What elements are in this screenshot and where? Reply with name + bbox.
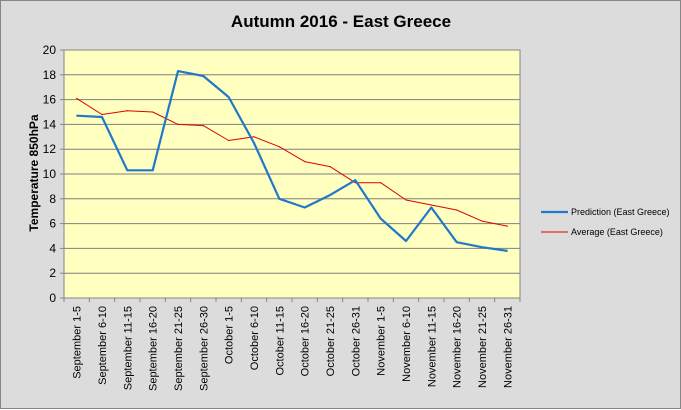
average-point [430, 204, 432, 206]
prediction-point [481, 246, 483, 248]
x-tick-label: October 1-5 [224, 306, 236, 364]
average-point [76, 97, 78, 99]
average-point [506, 225, 508, 227]
average-point [126, 110, 128, 112]
chart-title: Autumn 2016 - East Greece [231, 12, 451, 31]
x-tick-label: September 21-25 [173, 306, 185, 391]
average-point [304, 161, 306, 163]
average-point [177, 123, 179, 125]
average-series-line [76, 97, 508, 227]
grid-lines [64, 74, 520, 274]
legend: Prediction (East Greece) Average (East Gr… [541, 207, 670, 237]
series-lines [76, 69, 508, 252]
average-point [380, 182, 382, 184]
x-tick-label: November 6-10 [401, 306, 413, 382]
x-tick-label: September 11-15 [122, 306, 134, 390]
x-tick-label: November 21-25 [477, 306, 489, 388]
y-tick-label: 20 [43, 43, 57, 57]
y-tick-label: 14 [43, 117, 57, 131]
average-point [253, 136, 255, 138]
x-axis-ticks: September 1-5 September 6-10 September 11-… [63, 298, 521, 391]
x-tick-label: October 26-31 [350, 306, 362, 376]
x-tick-label: November 16-20 [452, 306, 464, 388]
x-tick-label: October 16-20 [300, 306, 312, 376]
average-point [481, 220, 483, 222]
average-point [202, 125, 204, 127]
prediction-point [304, 206, 306, 209]
legend-label: Average (East Greece) [571, 227, 663, 237]
x-tick-label: September 6-10 [97, 306, 109, 385]
average-point [329, 165, 331, 168]
prediction-point [228, 96, 230, 98]
y-tick-label: 8 [49, 192, 56, 206]
prediction-point [278, 198, 280, 200]
y-tick-label: 12 [43, 142, 57, 156]
prediction-point [152, 169, 154, 171]
prediction-point [76, 115, 78, 117]
prediction-point [101, 116, 103, 118]
y-tick-label: 0 [49, 291, 56, 305]
x-tick-label: September 16-20 [148, 306, 160, 391]
y-tick-label: 18 [43, 68, 57, 82]
prediction-point [202, 75, 204, 77]
x-tick-label: October 11-15 [274, 306, 286, 376]
x-tick-label: November 1-5 [376, 306, 388, 376]
prediction-point [380, 218, 382, 220]
prediction-point [430, 206, 432, 209]
x-tick-label: November 26-31 [502, 306, 514, 388]
y-tick-label: 6 [49, 217, 56, 231]
prediction-point [253, 142, 255, 144]
prediction-point [329, 194, 331, 196]
prediction-point [126, 169, 128, 171]
y-tick-label: 16 [43, 93, 57, 107]
y-tick-label: 2 [49, 266, 56, 280]
prediction-point [177, 70, 179, 72]
y-tick-label: 4 [49, 241, 56, 255]
y-axis-title: Temperature 850hPa [27, 114, 41, 231]
y-tick-label: 10 [43, 167, 57, 181]
average-point [228, 139, 230, 142]
average-point [405, 199, 407, 201]
x-tick-label: October 21-25 [325, 306, 337, 376]
average-point [456, 209, 458, 211]
y-axis-ticks: 0 2 4 6 8 10 12 14 16 18 20 [43, 43, 64, 305]
prediction-point [456, 241, 458, 243]
prediction-series-line [76, 69, 508, 252]
average-point [152, 111, 154, 113]
legend-label: Prediction (East Greece) [571, 207, 670, 217]
prediction-point [506, 250, 508, 252]
x-tick-label: October 6-10 [249, 306, 261, 370]
x-tick-label: November 11-15 [426, 306, 438, 387]
prediction-point [354, 179, 356, 181]
prediction-point [405, 240, 407, 242]
x-tick-label: September 26-30 [198, 306, 210, 391]
average-point [278, 146, 280, 148]
x-tick-label: September 1-5 [72, 306, 84, 379]
average-point [101, 113, 103, 116]
